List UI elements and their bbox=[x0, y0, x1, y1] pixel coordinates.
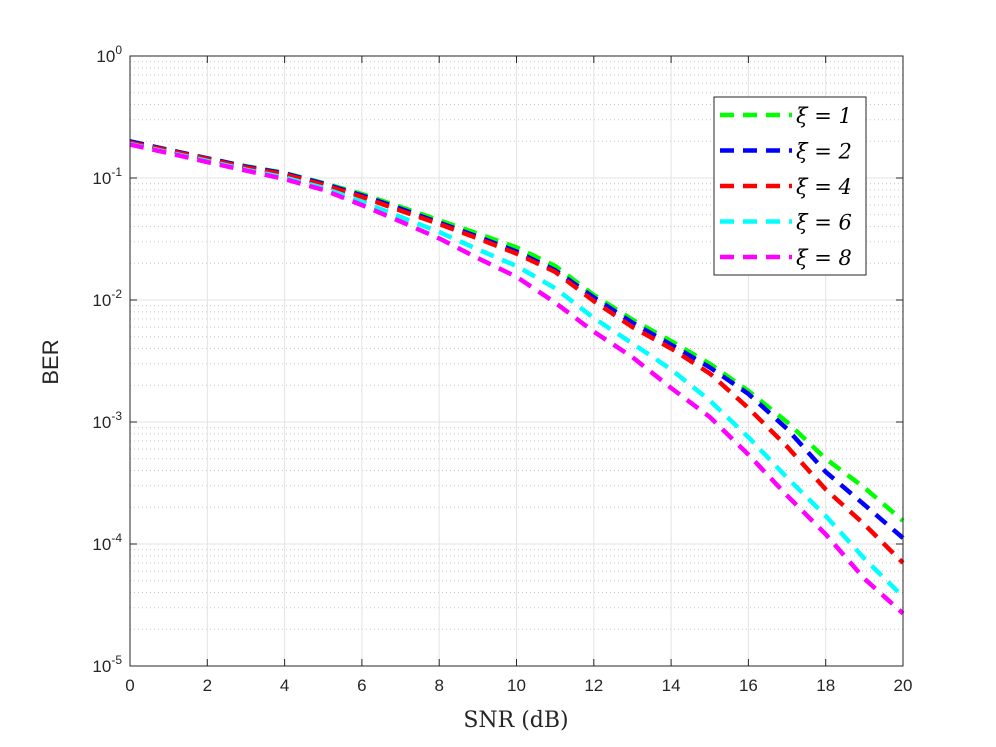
series-line-3 bbox=[129, 140, 905, 565]
x-tick-label: 4 bbox=[280, 676, 289, 695]
y-tick-label: 10-5 bbox=[92, 653, 122, 676]
legend-label-3: ξ = 4 bbox=[796, 175, 852, 199]
legend-label-1: ξ = 1 bbox=[796, 104, 852, 128]
x-tick-label: 0 bbox=[125, 676, 134, 695]
y-axis-label: BER bbox=[38, 339, 63, 384]
x-tick-label: 16 bbox=[739, 676, 758, 695]
legend-label-2: ξ = 2 bbox=[796, 140, 852, 164]
legend: ξ = 1 ξ = 2 ξ = 4 ξ = 6 ξ = 8 bbox=[713, 96, 867, 276]
series-lines bbox=[129, 139, 905, 616]
x-tick-label: 14 bbox=[662, 676, 681, 695]
legend-label-5: ξ = 8 bbox=[796, 246, 852, 270]
series-line-1 bbox=[129, 139, 905, 523]
legend-label-4: ξ = 6 bbox=[796, 211, 852, 235]
axis-ticks bbox=[129, 55, 904, 667]
x-tick-label: 6 bbox=[357, 676, 366, 695]
x-tick-label: 20 bbox=[894, 676, 913, 695]
y-tick-label: 100 bbox=[96, 43, 122, 66]
x-tick-label: 8 bbox=[434, 676, 443, 695]
y-tick-label: 10-3 bbox=[92, 409, 122, 432]
y-tick-label: 10-4 bbox=[92, 531, 122, 554]
x-tick-label: 2 bbox=[203, 676, 212, 695]
y-tick-label: 10-1 bbox=[92, 165, 122, 188]
x-tick-labels: 0 2 4 6 8 10 12 14 16 18 20 bbox=[125, 676, 912, 695]
series-line-5 bbox=[129, 142, 905, 616]
x-tick-label: 18 bbox=[816, 676, 835, 695]
x-axis-label: SNR (dB) bbox=[463, 708, 568, 733]
x-tick-label: 10 bbox=[507, 676, 526, 695]
y-tick-label: 10-2 bbox=[92, 287, 122, 310]
y-tick-labels: 100 10-1 10-2 10-3 10-4 10-5 bbox=[92, 43, 122, 676]
x-tick-label: 12 bbox=[584, 676, 603, 695]
